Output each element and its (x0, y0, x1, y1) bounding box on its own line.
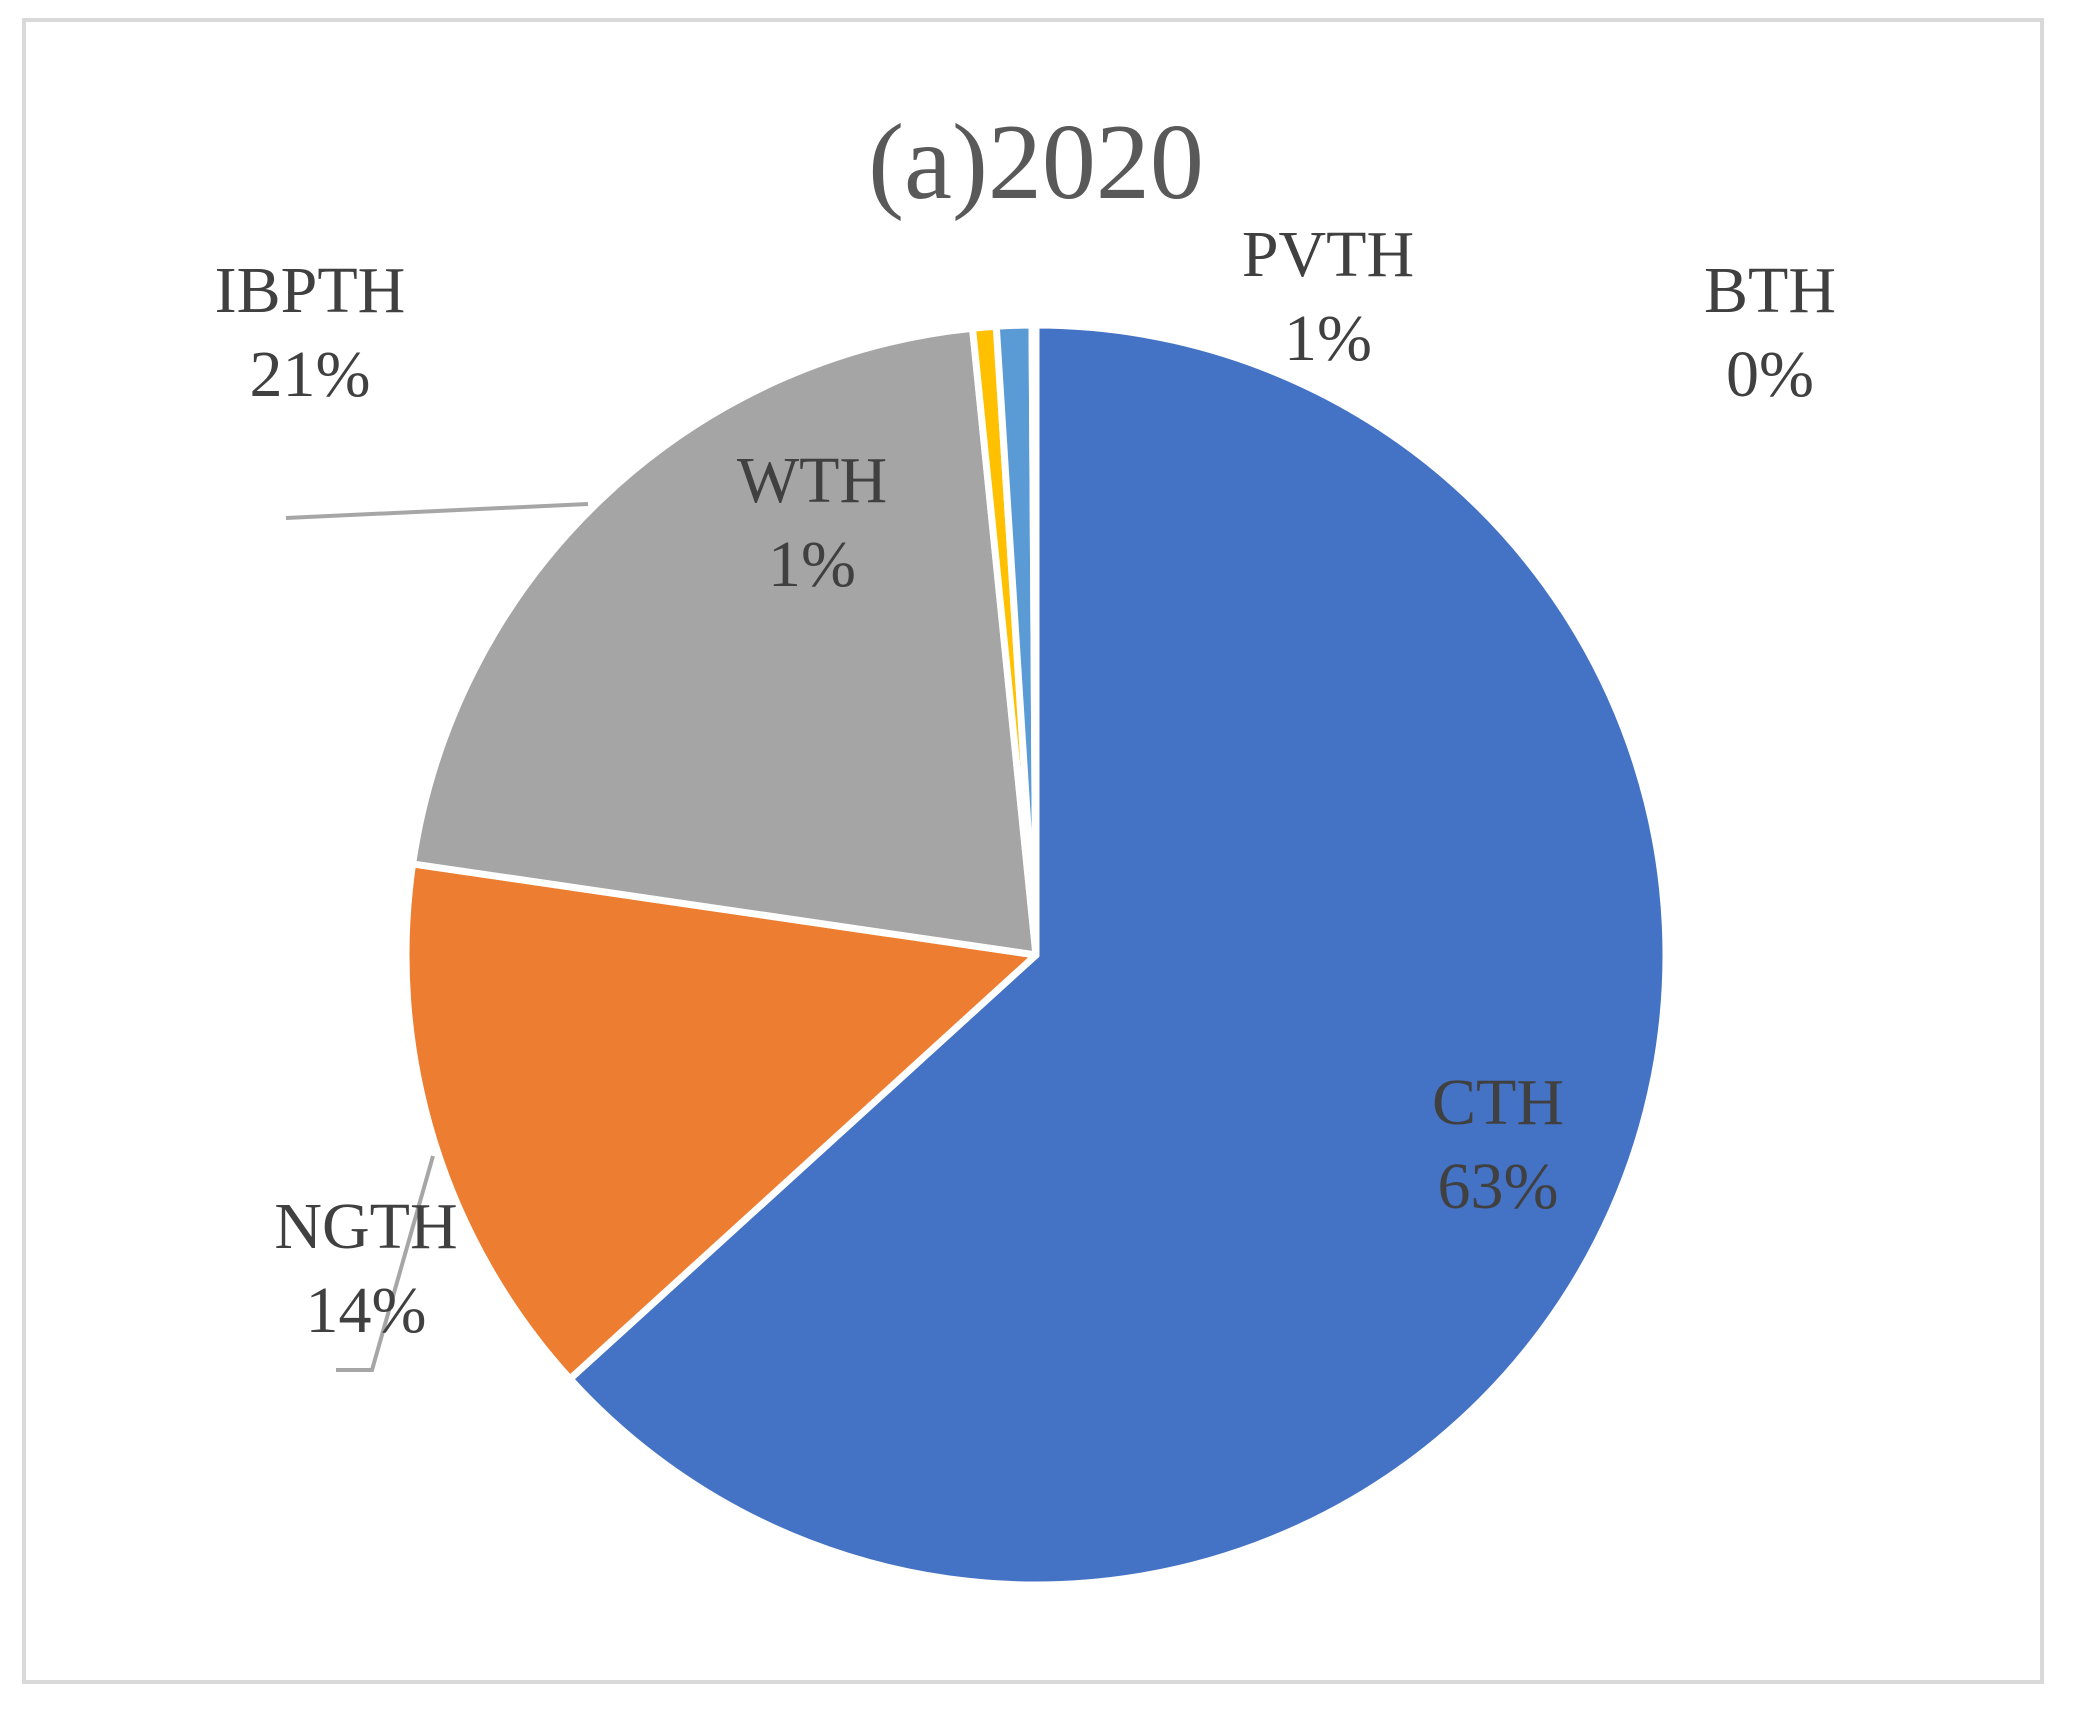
slice-percent-wth: 1% (768, 528, 856, 601)
slice-name-pvth: PVTH (1242, 218, 1414, 291)
pie-slice-bth (1028, 321, 1040, 959)
slice-name-ngth: NGTH (274, 1190, 457, 1263)
slice-name-cth: CTH (1432, 1066, 1564, 1139)
slice-name-wth: WTH (737, 444, 887, 517)
slice-percent-pvth: 1% (1284, 302, 1372, 375)
pie-slice-ibpth (409, 324, 1040, 959)
leader-line-ibpth (285, 502, 589, 520)
slice-name-bth: BTH (1704, 254, 1836, 327)
slice-percent-bth: 0% (1726, 338, 1814, 411)
slice-percent-ibpth: 21% (250, 338, 371, 411)
slice-percent-cth: 63% (1438, 1150, 1559, 1223)
leader-line-ngth (336, 1155, 435, 1372)
slice-percent-ngth: 14% (306, 1274, 427, 1347)
pie-slice-ngth (402, 860, 1040, 1383)
slice-name-ibpth: IBPTH (215, 254, 406, 327)
chart-title: (a)2020 (868, 103, 1204, 222)
pie-slice-cth (566, 321, 1670, 1589)
